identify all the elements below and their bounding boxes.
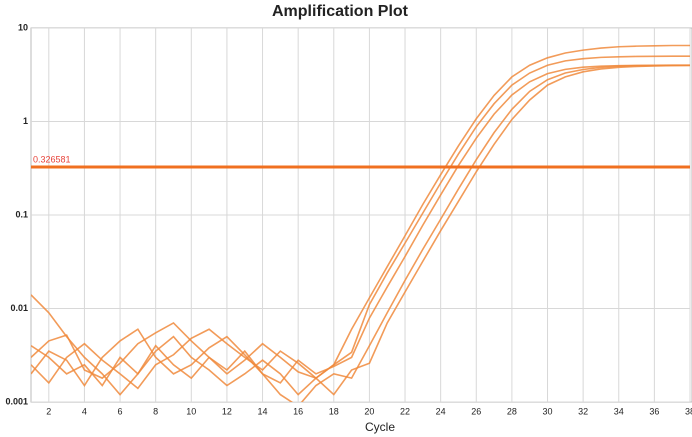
x-tick-label: 38	[685, 406, 692, 416]
x-tick-label: 36	[649, 406, 659, 416]
y-tick-label: 0.001	[5, 396, 28, 406]
y-tick-label: 1	[23, 116, 28, 126]
x-tick-label: 22	[400, 406, 410, 416]
x-tick-label: 2	[46, 406, 51, 416]
x-tick-label: 20	[364, 406, 374, 416]
y-tick-label: 0.01	[10, 303, 28, 313]
x-tick-label: 8	[153, 406, 158, 416]
y-tick-label: 10	[18, 22, 28, 32]
x-tick-label: 18	[329, 406, 339, 416]
amplification-curve	[31, 64, 691, 402]
x-tick-label: 10	[186, 406, 196, 416]
x-tick-label: 24	[436, 406, 446, 416]
x-tick-label: 12	[222, 406, 232, 416]
x-tick-label: 28	[507, 406, 517, 416]
plot	[31, 28, 691, 402]
y-tick-label: 0.1	[15, 209, 28, 219]
x-tick-label: 6	[118, 406, 123, 416]
amplification-curve	[31, 44, 690, 396]
x-tick-label: 26	[471, 406, 481, 416]
threshold-label: 0.326581	[33, 154, 71, 164]
x-tick-label: 30	[543, 406, 553, 416]
amplification-curve	[31, 64, 691, 396]
x-tick-label: 16	[293, 406, 303, 416]
x-axis-label: Cycle	[365, 420, 395, 434]
x-tick-label: 34	[614, 406, 624, 416]
x-tick-label: 32	[578, 406, 588, 416]
chart-title: Amplification Plot	[272, 3, 409, 20]
x-tick-label: 14	[258, 406, 268, 416]
amplification-curve	[31, 55, 691, 380]
x-tick-label: 4	[82, 406, 87, 416]
